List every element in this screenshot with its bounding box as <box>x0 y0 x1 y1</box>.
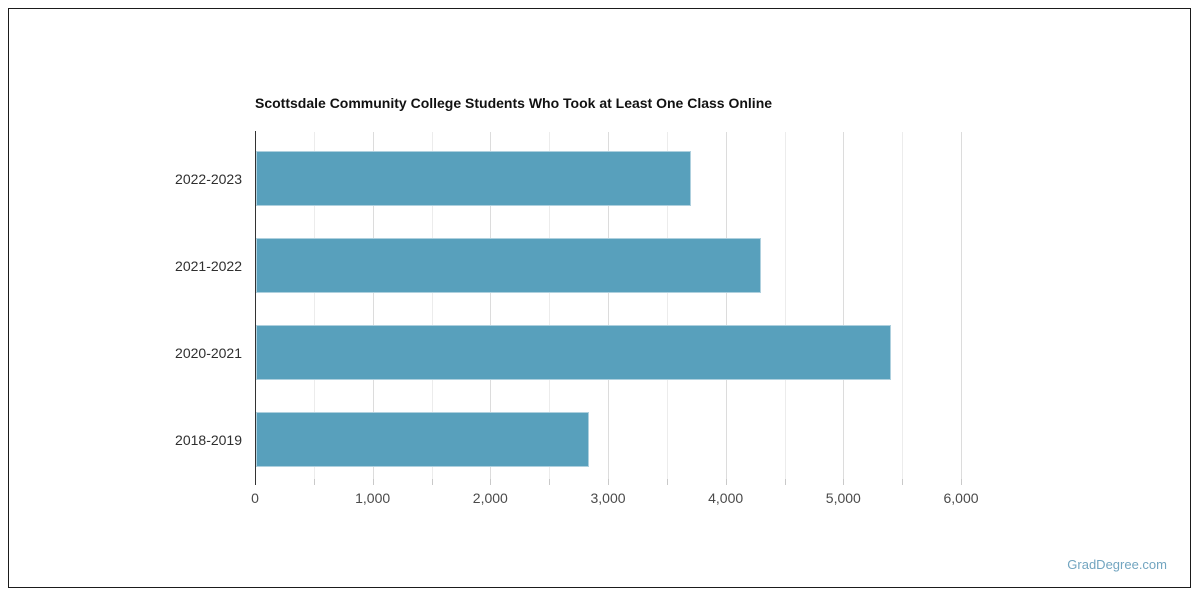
gridline <box>431 132 433 479</box>
x-tick-label: 3,000 <box>590 490 626 506</box>
gridline <box>843 132 845 479</box>
bar-2020-2021[interactable] <box>256 325 892 380</box>
gridline <box>784 132 786 479</box>
gridline <box>549 132 551 479</box>
x-tick-label: 0 <box>251 490 259 506</box>
x-axis-tick <box>902 479 904 485</box>
watermark-link[interactable]: GradDegree.com <box>1067 557 1167 572</box>
x-tick-label: 4,000 <box>708 490 744 506</box>
x-axis-tick <box>372 479 374 485</box>
x-axis-tick <box>608 479 609 485</box>
x-axis-tick <box>843 479 845 485</box>
gridline <box>313 132 315 479</box>
gridline <box>490 132 492 479</box>
category-label: 2021-2022 <box>175 257 242 274</box>
gridline <box>725 132 727 479</box>
chart-frame: Scottsdale Community College Students Wh… <box>8 8 1191 588</box>
bar-2021-2022[interactable] <box>256 238 761 293</box>
gridline <box>608 132 609 479</box>
x-tick-label: 6,000 <box>943 490 979 506</box>
x-axis-tick <box>961 479 962 485</box>
gridline <box>961 132 962 479</box>
category-label: 2020-2021 <box>175 344 242 361</box>
x-axis-tick <box>313 479 315 485</box>
gridline <box>902 132 904 479</box>
x-axis-tick <box>431 479 433 485</box>
gridline <box>372 132 374 479</box>
x-axis-tick <box>549 479 551 485</box>
x-axis-tick <box>784 479 786 485</box>
x-tick-label: 1,000 <box>355 490 391 506</box>
x-axis-tick <box>725 479 727 485</box>
category-label: 2022-2023 <box>175 170 242 187</box>
bar-2018-2019[interactable] <box>256 412 589 467</box>
category-label: 2018-2019 <box>175 431 242 448</box>
x-axis-tick <box>666 479 668 485</box>
chart-title: Scottsdale Community College Students Wh… <box>255 95 773 111</box>
bar-2022-2023[interactable] <box>256 151 692 206</box>
gridline <box>666 132 668 479</box>
x-axis-tick <box>490 479 492 485</box>
x-tick-label: 2,000 <box>472 490 508 506</box>
y-axis-line <box>255 131 256 485</box>
plot-area <box>255 131 1019 485</box>
x-tick-label: 5,000 <box>825 490 861 506</box>
